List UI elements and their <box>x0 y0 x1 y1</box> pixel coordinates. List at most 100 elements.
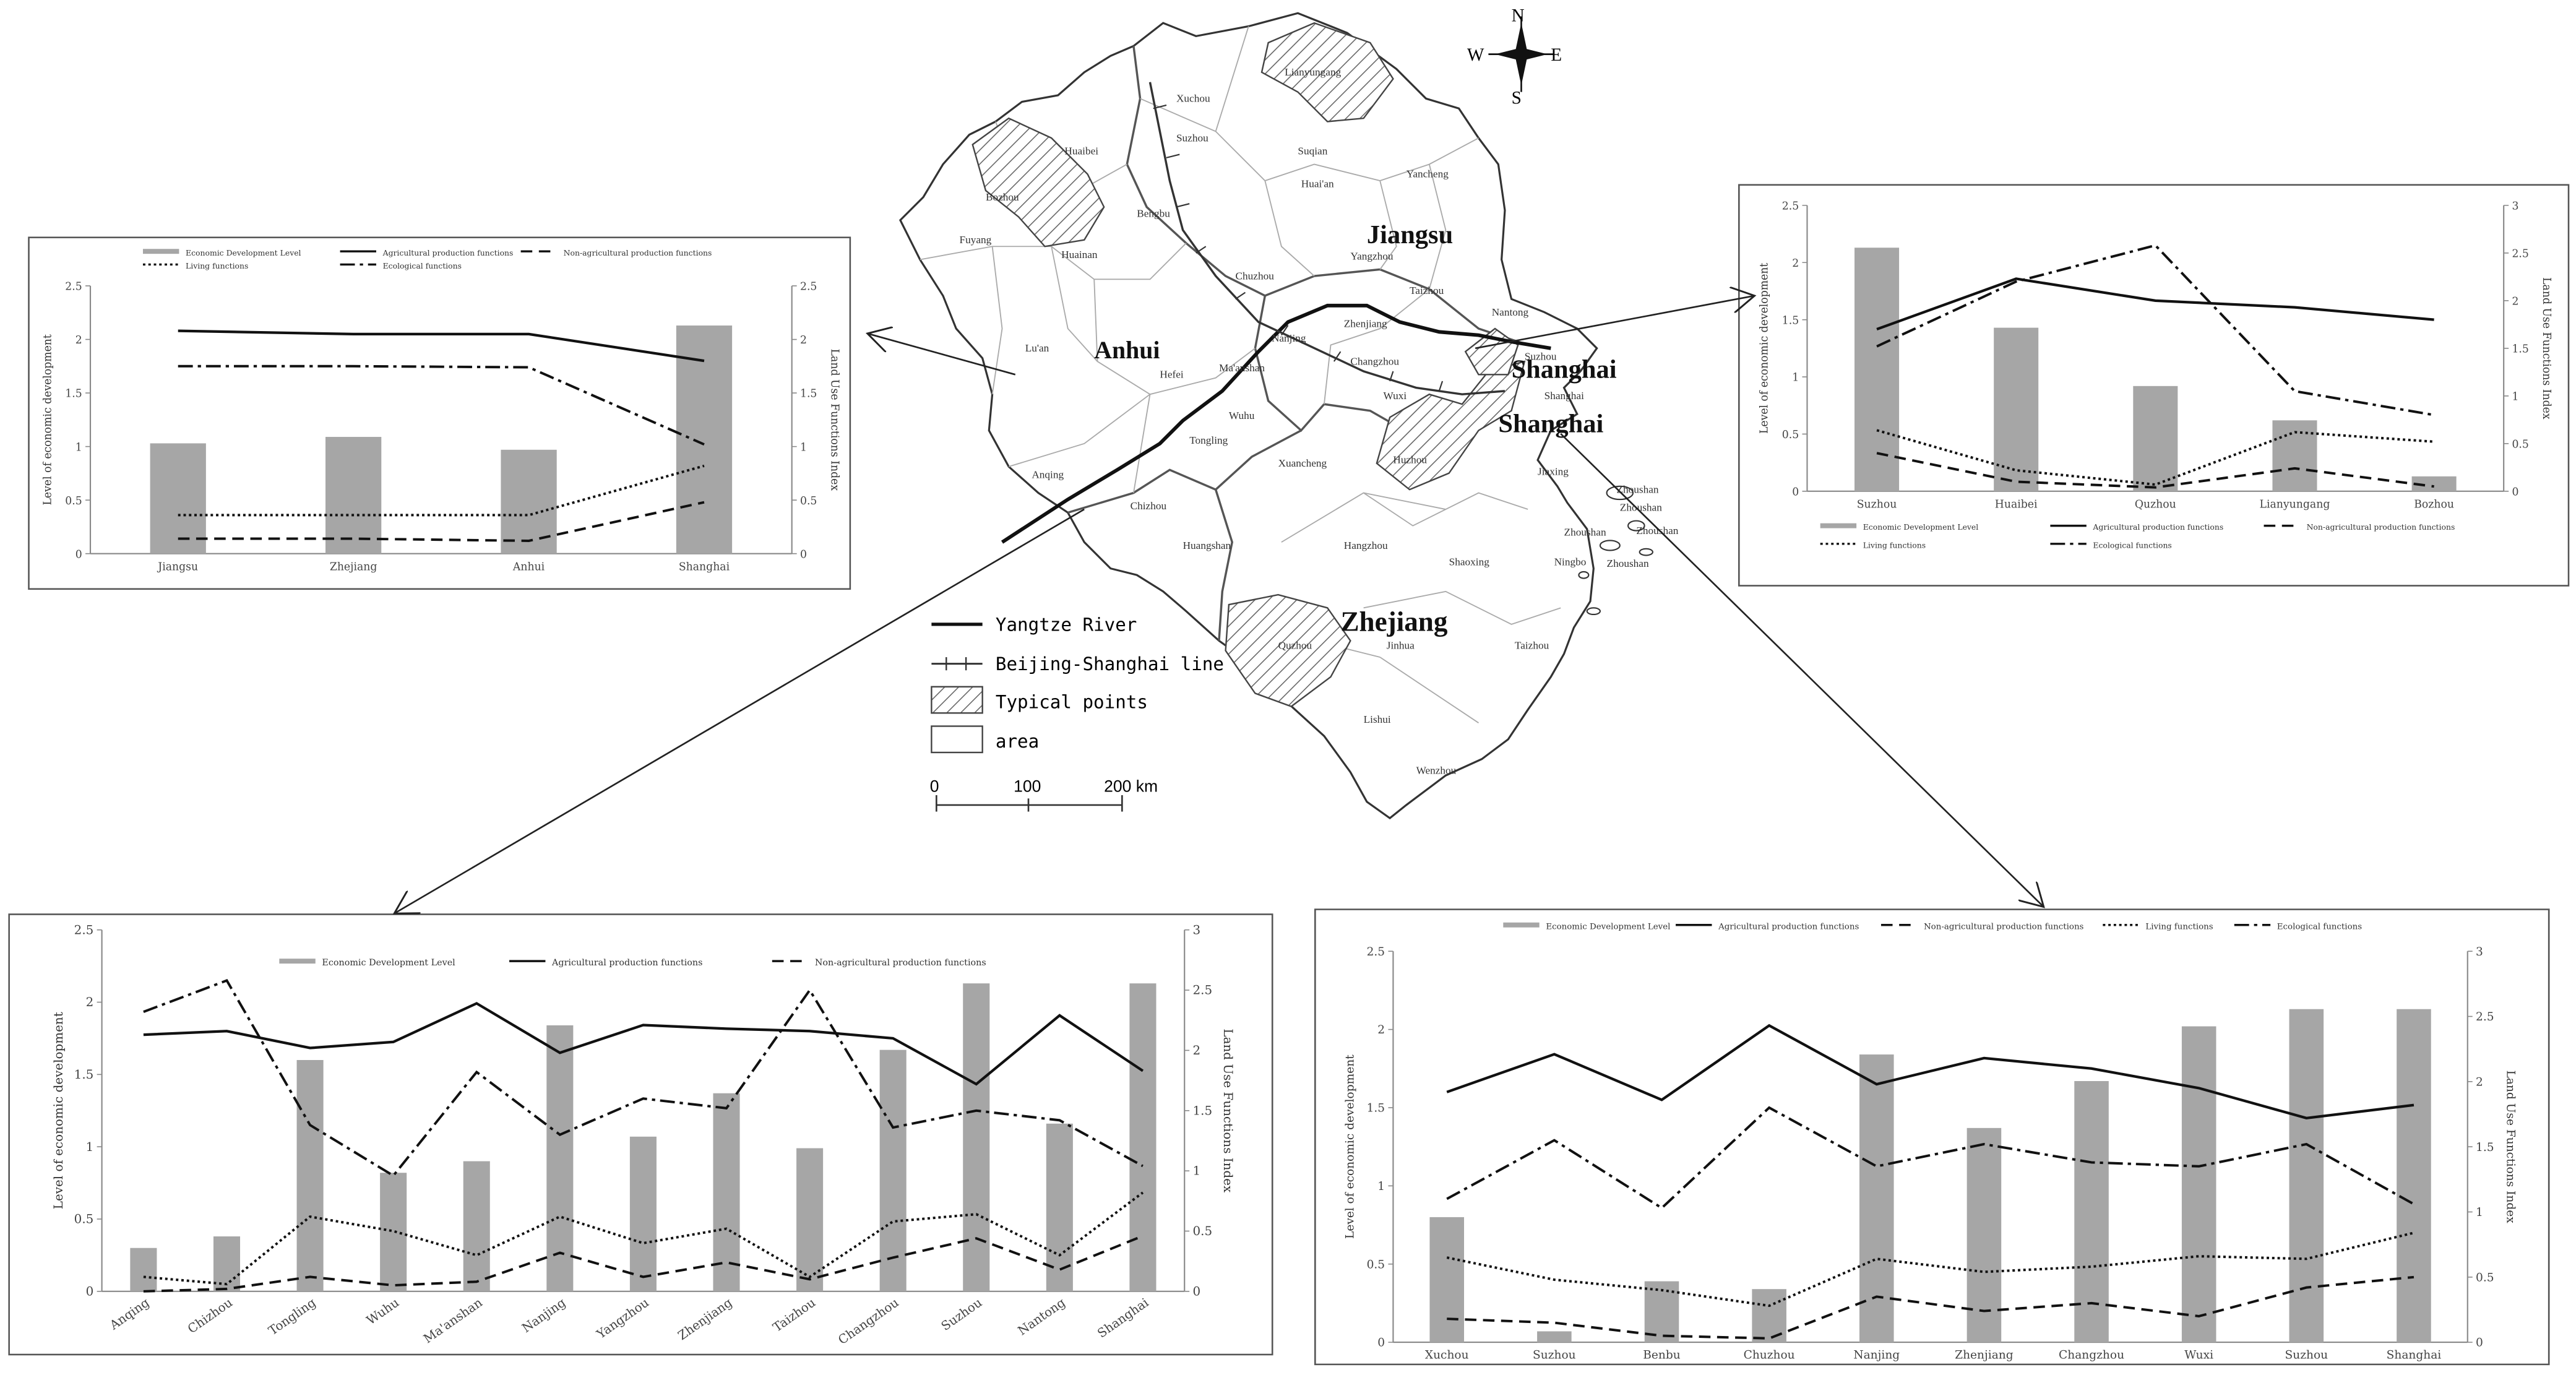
legend-swatch <box>1820 523 1857 528</box>
legend-label: Economic Development Level <box>322 958 455 968</box>
right-tick-label: 3 <box>2476 946 2483 959</box>
left-tick-label: 2 <box>1377 1024 1385 1037</box>
bar <box>2397 1009 2431 1343</box>
compass-icon <box>1488 16 1554 92</box>
bar <box>130 1248 157 1291</box>
city-label: Jiaxing <box>1538 465 1569 477</box>
left-tick-label: 1 <box>86 1140 94 1154</box>
y2-axis-title: Land Use Functions Index <box>1221 1028 1235 1192</box>
city-label: Chuzhou <box>1236 270 1275 282</box>
right-tick-label: 3 <box>2512 200 2518 213</box>
right-tick-label: 2.5 <box>800 281 817 293</box>
bar <box>2074 1081 2109 1343</box>
left-tick-label: 0 <box>86 1284 94 1298</box>
x-tick-label: Zhejiang <box>330 561 377 573</box>
city-labels: Xuchou Lianyungang Suqian Huaibei Suzhou Huai… <box>960 66 1679 776</box>
legend-label: Economic Development Level <box>186 248 301 257</box>
chart-yangtze-river: 0 0.5 1 1.5 2 2.5 0 0.5 1 1.5 2 2.5 3 Level of econom… <box>8 913 1273 1356</box>
city-label: Lianyungang <box>1285 66 1341 78</box>
right-tick-label: 1.5 <box>1193 1103 1213 1118</box>
left-tick-label: 2.5 <box>74 923 94 937</box>
y-axis-title: Level of economic development <box>41 334 54 505</box>
legend-label: Ecological functions <box>2093 540 2171 550</box>
province-boundaries <box>1067 46 1528 641</box>
x-tick-label: Xuchou <box>1425 1349 1469 1362</box>
right-tick-label: 0.5 <box>1193 1224 1213 1238</box>
city-label: Yangzhou <box>1350 250 1394 262</box>
y2-axis-title: Land Use Functions Index <box>2504 1071 2517 1224</box>
city-label: Shaoxing <box>1449 556 1490 567</box>
scale-100: 100 <box>1014 777 1041 796</box>
bar <box>2133 386 2178 491</box>
x-tick-label: Wuxi <box>2184 1349 2213 1362</box>
bar <box>296 1059 324 1291</box>
y-axis-title: Level of economic development <box>1344 1054 1357 1239</box>
y2-axis-title: Land Use Functions Index <box>2540 277 2552 420</box>
x-tick-label: Bozhou <box>2414 498 2454 511</box>
right-tick-label: 2 <box>2476 1075 2483 1088</box>
legend-label: Non-agricultural production functions <box>815 958 986 968</box>
city-label: Huaibei <box>1064 145 1098 157</box>
left-tick-label: 2 <box>86 995 94 1009</box>
x-tick-label: Nanjing <box>1853 1349 1900 1362</box>
scale-bar <box>936 795 1123 812</box>
left-tick-label: 1 <box>75 441 82 454</box>
bar <box>380 1173 407 1291</box>
bar <box>1854 248 1900 491</box>
left-tick-label: 1.5 <box>65 388 82 400</box>
series-line <box>1876 452 2434 489</box>
right-tick-label: 1 <box>1193 1164 1201 1178</box>
x-tick-label: Changzhou <box>2059 1349 2124 1362</box>
bar <box>879 1050 907 1291</box>
city-label: Huzhou <box>1393 454 1427 466</box>
x-tick-label: Quzhou <box>2135 498 2176 511</box>
city-label: Zhoushan <box>1620 502 1662 514</box>
legend-swatch <box>1503 922 1540 928</box>
city-label: Hefei <box>1160 369 1184 381</box>
city-label: Chizhou <box>1131 500 1167 512</box>
city-label: Yancheng <box>1406 168 1449 180</box>
city-label: Zhoushan <box>1564 527 1606 538</box>
right-tick-label: 1 <box>800 441 807 454</box>
city-label: Suzhou <box>1525 350 1557 362</box>
bar <box>2181 1026 2216 1343</box>
right-tick-label: 0.5 <box>800 495 817 507</box>
city-label: Ningbo <box>1554 556 1587 567</box>
province-anhui: Anhui <box>1094 337 1160 364</box>
city-label: Xuancheng <box>1278 457 1327 469</box>
city-label: Nantong <box>1492 306 1529 318</box>
legend-label: Agricultural production functions <box>382 248 514 257</box>
city-label: Hangzhou <box>1344 540 1388 551</box>
compass-s: S <box>1512 88 1522 108</box>
scale-0: 0 <box>930 777 939 796</box>
series-line <box>178 364 705 446</box>
province-jiangsu: Jiangsu <box>1367 220 1453 249</box>
province-shanghai-1: Shanghai <box>1512 355 1617 384</box>
legend-label: Living functions <box>1863 540 1926 550</box>
compass-e: E <box>1551 45 1562 65</box>
city-label: Quzhou <box>1278 640 1312 652</box>
left-tick-label: 0 <box>75 548 82 561</box>
right-tick-label: 1.5 <box>800 388 817 400</box>
legend-label: Living functions <box>186 261 248 270</box>
legend-label: Living functions <box>2145 922 2213 931</box>
city-label: Fuyang <box>960 234 992 246</box>
city-boundaries <box>920 26 1561 723</box>
bar <box>546 1025 574 1291</box>
left-tick-label: 2.5 <box>1367 946 1385 959</box>
bar <box>796 1148 824 1291</box>
x-tick-label: Suzhou <box>1857 498 1897 511</box>
city-label: Changzhou <box>1350 355 1399 367</box>
bar <box>713 1093 740 1291</box>
series-line <box>178 329 705 363</box>
city-label: Taizhou <box>1410 285 1444 296</box>
left-tick-label: 0 <box>1792 486 1799 498</box>
city-label: Lu'an <box>1025 342 1049 354</box>
bar <box>1994 327 2039 491</box>
series-line <box>143 979 1144 1178</box>
right-tick-label: 2 <box>2512 295 2518 308</box>
bar <box>325 437 382 554</box>
bar <box>1537 1331 1572 1343</box>
legend-yangtze: Yangtze River <box>996 614 1137 636</box>
left-tick-label: 1.5 <box>1782 314 1799 327</box>
